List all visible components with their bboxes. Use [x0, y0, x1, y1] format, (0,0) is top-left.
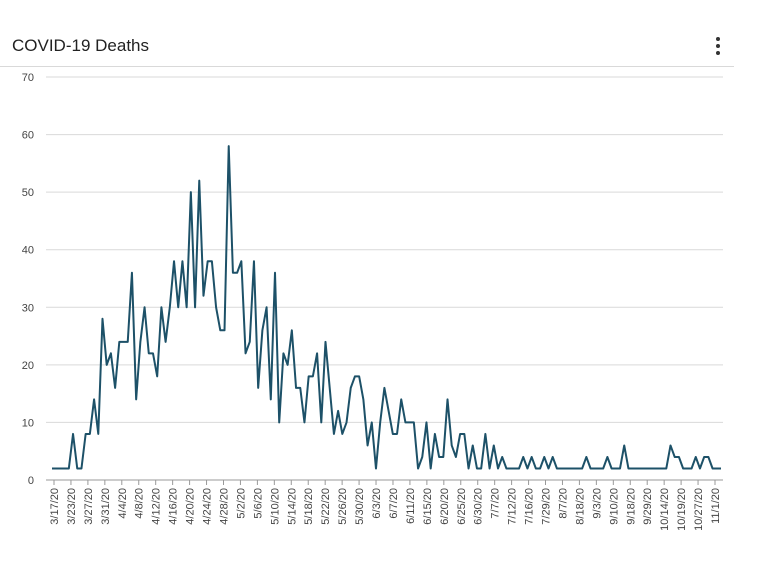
x-tick-label: 4/20/20 [185, 488, 197, 525]
y-tick-label: 40 [22, 245, 34, 257]
x-tick-label: 9/18/20 [625, 488, 637, 525]
y-tick-label: 0 [28, 475, 34, 487]
x-tick-label: 9/3/20 [591, 488, 603, 519]
kebab-dot [716, 37, 720, 41]
x-tick-label: 4/8/20 [134, 488, 146, 519]
x-tick-label: 4/28/20 [218, 488, 230, 525]
x-tick-label: 6/11/20 [405, 488, 417, 524]
y-tick-label: 50 [22, 187, 34, 199]
x-tick-label: 4/24/20 [202, 488, 214, 525]
x-tick-label: 7/16/20 [524, 488, 536, 525]
x-tick-label: 4/4/20 [117, 488, 129, 519]
x-tick-label: 3/31/20 [100, 488, 112, 525]
x-tick-label: 6/7/20 [388, 488, 400, 519]
x-tick-label: 9/29/20 [642, 488, 654, 525]
x-tick-label: 7/7/20 [490, 488, 502, 519]
x-tick-label: 5/22/20 [320, 488, 332, 525]
gridlines [46, 76, 723, 481]
y-tick-label: 10 [22, 417, 34, 429]
x-tick-label: 10/14/20 [659, 488, 671, 531]
x-tick-label: 5/18/20 [303, 488, 315, 525]
x-tick-label: 8/7/20 [557, 488, 569, 519]
x-tick-label: 6/25/20 [456, 488, 468, 525]
y-tick-label: 70 [22, 72, 34, 84]
y-tick-label: 20 [22, 360, 34, 372]
x-tick-label: 5/26/20 [337, 488, 349, 525]
x-tick-label: 7/12/20 [507, 488, 519, 525]
x-tick-label: 6/3/20 [371, 488, 383, 519]
more-vertical-icon[interactable] [708, 34, 728, 58]
x-tick-label: 10/27/20 [693, 488, 705, 531]
x-tick-label: 6/30/20 [473, 488, 485, 525]
x-tick-label: 10/19/20 [676, 488, 688, 531]
x-tick-label: 4/16/20 [168, 488, 180, 525]
chart-card-header: COVID-19 Deaths [0, 0, 734, 67]
x-tick-label: 4/12/20 [151, 488, 163, 525]
x-axis-tick-labels: 3/17/20 3/23/20 3/27/20 3/31/20 4/4/20 4/8/20… [49, 480, 722, 531]
chart-title: COVID-19 Deaths [12, 36, 149, 55]
deaths-series-line [52, 145, 721, 470]
y-axis-tick-labels: 0 10 20 30 40 50 60 70 [22, 72, 34, 487]
x-tick-label: 5/6/20 [252, 488, 264, 519]
series-layer [52, 145, 721, 470]
x-tick-label: 3/27/20 [83, 488, 95, 525]
x-tick-label: 7/29/20 [541, 488, 553, 525]
x-tick-label: 3/23/20 [66, 488, 78, 525]
x-tick-label: 3/17/20 [49, 488, 61, 525]
y-tick-label: 30 [22, 302, 34, 314]
kebab-dot [716, 44, 720, 48]
x-tick-label: 6/20/20 [439, 488, 451, 525]
y-tick-label: 60 [22, 130, 34, 142]
x-tick-label: 11/1/20 [710, 488, 722, 524]
x-tick-label: 5/2/20 [235, 488, 247, 519]
x-tick-label: 9/10/20 [608, 488, 620, 525]
x-tick-label: 5/30/20 [354, 488, 366, 525]
x-tick-label: 5/14/20 [286, 488, 298, 525]
x-tick-label: 5/10/20 [269, 488, 281, 525]
kebab-dot [716, 51, 720, 55]
x-tick-label: 6/15/20 [422, 488, 434, 525]
x-tick-label: 8/18/20 [574, 488, 586, 525]
